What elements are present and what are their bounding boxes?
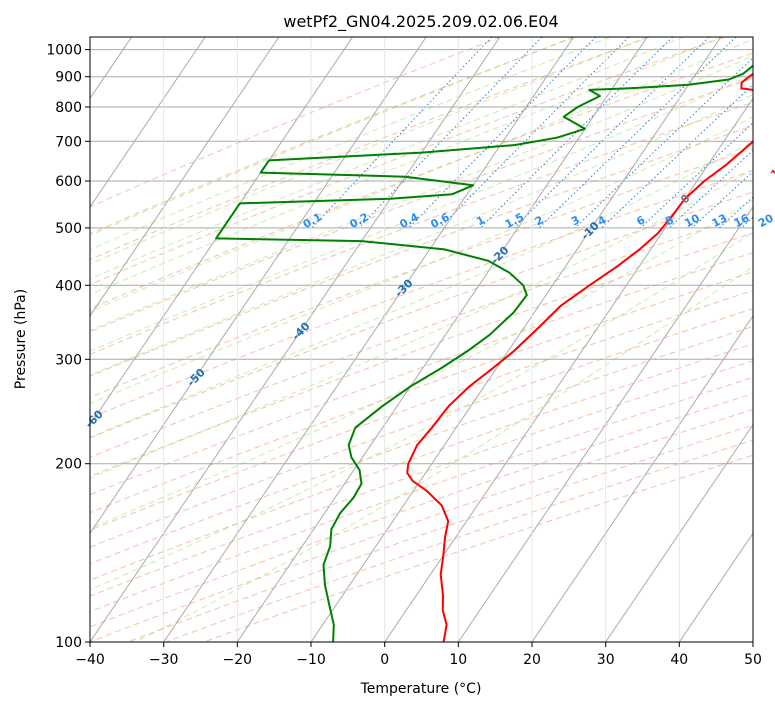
y-tick-label: 300 [55, 352, 82, 368]
isotherm-line [384, 97, 753, 642]
y-tick-label: 100 [55, 635, 82, 651]
mixing-ratio-line [311, 37, 493, 229]
moist-adiabat-line [90, 37, 648, 265]
isotherm-line [90, 37, 501, 642]
isotherm-label: -30 [392, 276, 415, 299]
mixing-ratio-line [439, 37, 630, 229]
x-tick-label: 40 [670, 652, 688, 668]
y-tick-label: 900 [55, 70, 82, 86]
dry-adiabat-line [90, 232, 753, 477]
dry-adiabat-line [90, 271, 753, 514]
moist-adiabat-line [90, 37, 722, 296]
dry-adiabat-line [90, 125, 753, 377]
y-axis-title: Pressure (hPa) [13, 289, 29, 389]
moist-adiabat-line [90, 38, 753, 313]
y-tick-label: 800 [55, 100, 82, 116]
mixing-ratio-label: 10 [682, 211, 702, 230]
moist-adiabat-line [90, 199, 753, 529]
isotherm-line [163, 37, 575, 642]
isotherm-line [90, 37, 280, 317]
dry-adiabat-line [90, 37, 576, 235]
x-tick-label: 50 [744, 652, 762, 668]
dewpoint-profile-line [215, 64, 753, 642]
mixing-ratio-label: 2 [533, 213, 546, 228]
chart-title: wetPf2_GN04.2025.209.02.06.E04 [283, 12, 558, 32]
dry-adiabat-line [90, 101, 753, 356]
x-tick-label: −10 [296, 652, 326, 668]
mixing-ratio-line [691, 171, 753, 229]
dry-adiabat-line [90, 169, 753, 419]
mixing-ratio-label: 3 [569, 213, 582, 228]
isotherm-line [605, 423, 753, 642]
dry-adiabat-line [90, 37, 501, 208]
temperature-profile-line [406, 72, 753, 642]
isotherm-label: -50 [185, 366, 208, 389]
isotherm-label: 10 [768, 161, 775, 181]
mixing-ratio-line [740, 216, 753, 229]
dry-adiabat-line [90, 52, 753, 310]
isotherm-line [310, 37, 722, 642]
y-tick-label: 700 [55, 134, 82, 150]
y-tick-label: 200 [55, 457, 82, 473]
isotherm-line [457, 206, 753, 642]
dry-adiabat-line [90, 325, 753, 565]
isotherm-label: -40 [289, 319, 312, 342]
mixing-ratio-label: 20 [756, 211, 775, 230]
dry-adiabat-line [90, 289, 753, 531]
dry-adiabat-line [90, 308, 753, 548]
moist-adiabat-line [90, 37, 611, 251]
isotherm-label: -60 [83, 407, 106, 430]
mixing-ratio-label: 6 [634, 213, 647, 228]
moist-adiabat-line [90, 37, 685, 280]
moist-adiabat-line [90, 141, 753, 438]
dry-adiabat-line [90, 376, 753, 613]
x-tick-label: 20 [523, 652, 541, 668]
mixing-ratio-label: 13 [710, 211, 730, 230]
mixing-ratio-line [718, 196, 753, 229]
y-tick-label: 400 [55, 278, 82, 294]
x-tick-label: −30 [149, 652, 179, 668]
isotherm-line [236, 37, 648, 642]
dry-adiabat-line [90, 37, 725, 286]
isotherm-line [90, 37, 427, 535]
isotherm-line [90, 37, 354, 426]
mixing-ratio-line [640, 122, 753, 229]
mixing-ratio-line [513, 37, 710, 229]
mixing-ratio-line [766, 37, 775, 228]
moist-adiabat-line [90, 168, 753, 479]
isotherm-line [752, 641, 753, 642]
y-tick-label: 500 [55, 221, 82, 237]
isotherm-line [90, 37, 206, 208]
x-tick-label: 30 [597, 652, 615, 668]
dry-adiabat-line [90, 77, 753, 333]
moist-adiabat-line [135, 266, 753, 642]
dry-adiabat-line [90, 360, 753, 597]
mixing-ratio-line [408, 37, 597, 229]
mixing-ratio-label: 16 [732, 211, 752, 230]
mixing-ratio-line [538, 37, 737, 229]
x-tick-label: −20 [223, 652, 253, 668]
moist-adiabat-line [90, 73, 753, 352]
mixing-ratio-line [574, 57, 753, 229]
x-tick-label: −40 [75, 652, 105, 668]
dry-adiabat-line [90, 393, 753, 628]
dry-adiabat-line [90, 408, 753, 642]
moist-adiabat-line [90, 37, 574, 237]
isotherm-line [678, 532, 753, 642]
moist-adiabat-line [90, 55, 753, 331]
y-tick-label: 600 [55, 174, 82, 190]
dry-adiabat-line [90, 147, 753, 399]
mixing-ratio-label: 1 [474, 213, 487, 228]
dry-adiabat-line [90, 212, 753, 458]
x-tick-label: 10 [449, 652, 467, 668]
dry-adiabat-line [165, 439, 753, 642]
dry-adiabat-line [90, 37, 651, 261]
y-tick-label: 1000 [46, 43, 82, 59]
plot-frame [89, 36, 754, 643]
isotherm-line [531, 314, 753, 642]
x-tick-label: 0 [380, 652, 389, 668]
x-axis-title: Temperature (°C) [360, 681, 482, 697]
